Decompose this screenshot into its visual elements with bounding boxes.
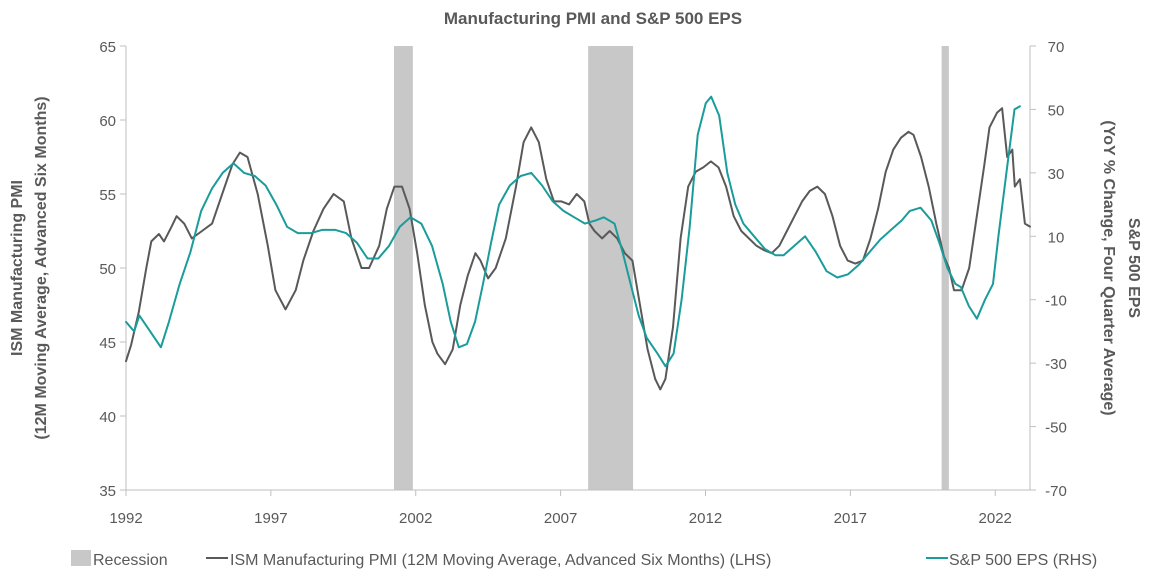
right-tick-label: -30 — [1045, 356, 1067, 373]
eps-line — [125, 95, 1021, 368]
right-tick-label: 70 — [1048, 39, 1065, 56]
right-tick-label: 10 — [1048, 229, 1065, 246]
x-tick-label: 2012 — [689, 510, 722, 527]
x-tick-label: 2007 — [544, 510, 577, 527]
series-lines — [125, 95, 1031, 391]
chart-title: Manufacturing PMI and S&P 500 EPS — [444, 9, 742, 28]
left-tick-label: 65 — [99, 39, 116, 56]
x-tick-label: 2017 — [834, 510, 867, 527]
right-tick-label: 30 — [1048, 166, 1065, 183]
right-tick-label: -10 — [1045, 293, 1067, 310]
legend-eps-label: S&P 500 EPS (RHS) — [949, 552, 1097, 569]
x-tick-label: 2002 — [399, 510, 432, 527]
right-tick-label: -50 — [1045, 420, 1067, 437]
legend-recession-swatch — [71, 550, 91, 566]
recession-band-2 — [941, 46, 949, 490]
left-tick-label: 45 — [99, 335, 116, 352]
left-tick-label: 60 — [99, 113, 116, 130]
left-tick-label: 35 — [99, 483, 116, 500]
right-axis-title-line1: S&P 500 EPS — [1125, 218, 1142, 319]
left-tick-label: 50 — [99, 261, 116, 278]
left-tick-label: 40 — [99, 409, 116, 426]
left-axis-title-line2: (12M Moving Average, Advanced Six Months… — [33, 96, 50, 439]
axes: 35 40 45 50 55 60 65 -70 -50 -30 -10 10 30 50 70 1992 19… — [99, 39, 1067, 527]
recession-shading — [394, 46, 949, 490]
recession-band-1 — [588, 46, 634, 490]
right-tick-label: 50 — [1048, 102, 1065, 119]
legend-recession-label: Recession — [93, 552, 168, 569]
pmi-line — [125, 107, 1031, 391]
x-tick-label: 2022 — [979, 510, 1012, 527]
right-axis-title-line2: (YoY % Change, Four Quarter Average) — [1100, 120, 1117, 415]
right-tick-label: -70 — [1045, 483, 1067, 500]
x-tick-label: 1997 — [254, 510, 287, 527]
recession-band-0 — [394, 46, 413, 490]
x-tick-label: 1992 — [109, 510, 142, 527]
legend-pmi-label: ISM Manufacturing PMI (12M Moving Averag… — [230, 552, 771, 569]
left-tick-label: 55 — [99, 187, 116, 204]
left-axis-title-line1: ISM Manufacturing PMI — [9, 180, 26, 356]
legend: Recession ISM Manufacturing PMI (12M Mov… — [71, 550, 1097, 569]
